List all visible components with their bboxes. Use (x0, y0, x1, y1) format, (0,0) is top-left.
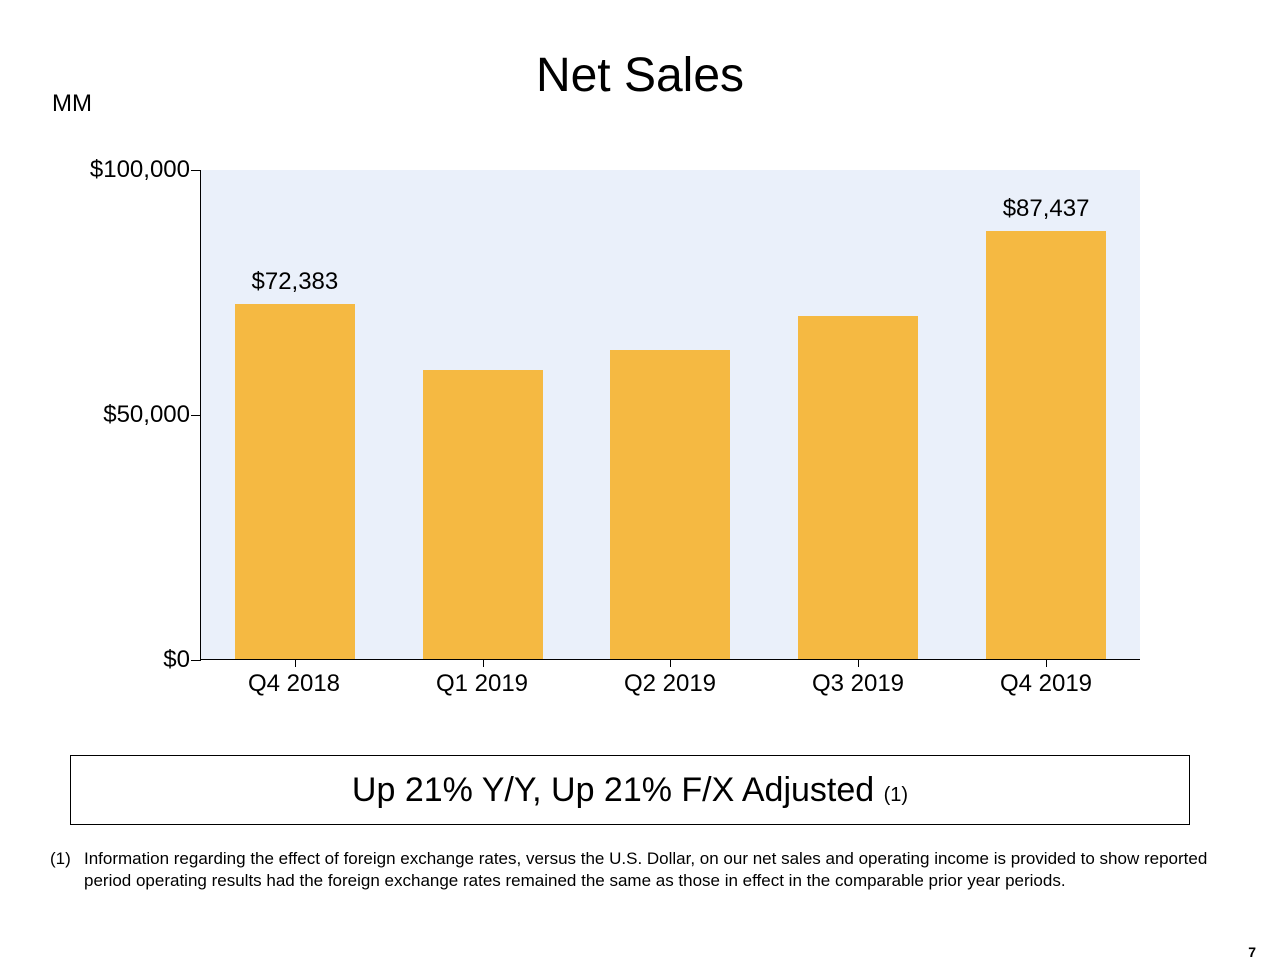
footnote-marker: (1) (50, 848, 84, 870)
bar (798, 316, 918, 659)
x-tick-mark (670, 659, 671, 667)
chart-title: Net Sales (0, 48, 1280, 103)
callout-text: Up 21% Y/Y, Up 21% F/X Adjusted (1) (352, 771, 908, 810)
plot-area: $72,383 $87,437 (200, 170, 1140, 660)
bar-slot (577, 170, 765, 659)
x-tick-label: Q2 2019 (576, 670, 764, 698)
footnote-text: Information regarding the effect of fore… (84, 848, 1224, 892)
bar (423, 370, 543, 659)
callout-box: Up 21% Y/Y, Up 21% F/X Adjusted (1) (70, 755, 1190, 825)
x-tick-mark (483, 659, 484, 667)
x-tick-label: Q4 2019 (952, 670, 1140, 698)
bar-slot (764, 170, 952, 659)
callout-footnote-ref: (1) (884, 784, 908, 806)
slide-page: Net Sales MM $0$50,000$100,000 $72,383$8… (0, 0, 1280, 978)
x-tick-label: Q4 2018 (200, 670, 388, 698)
y-tick-mark (191, 660, 201, 661)
page-number: 7 (1248, 944, 1256, 960)
y-tick-label: $0 (163, 646, 190, 674)
bar-group: $72,383 $87,437 (201, 170, 1140, 659)
x-tick-label: Q1 2019 (388, 670, 576, 698)
bar (235, 304, 355, 659)
bar-slot: $72,383 (201, 170, 389, 659)
y-tick-label: $100,000 (90, 156, 190, 184)
bar (986, 231, 1106, 659)
net-sales-chart: $0$50,000$100,000 $72,383 $87,437 Q4 2018… (80, 160, 1160, 720)
x-tick-mark (858, 659, 859, 667)
unit-label: MM (52, 90, 92, 118)
y-tick-mark (191, 415, 201, 416)
y-tick-mark (191, 170, 201, 171)
bar-slot: $87,437 (952, 170, 1140, 659)
x-tick-mark (1046, 659, 1047, 667)
bar-slot (389, 170, 577, 659)
y-tick-label: $50,000 (103, 401, 190, 429)
x-axis-labels: Q4 2018Q1 2019Q2 2019Q3 2019Q4 2019 (200, 670, 1140, 698)
callout-main: Up 21% Y/Y, Up 21% F/X Adjusted (352, 771, 884, 809)
x-tick-label: Q3 2019 (764, 670, 952, 698)
bar (610, 350, 730, 659)
bar-value-label: $87,437 (946, 195, 1146, 223)
x-tick-mark (295, 659, 296, 667)
bar-value-label: $72,383 (195, 268, 395, 296)
footnote: (1)Information regarding the effect of f… (50, 848, 1230, 892)
y-axis: $0$50,000$100,000 (80, 160, 200, 650)
